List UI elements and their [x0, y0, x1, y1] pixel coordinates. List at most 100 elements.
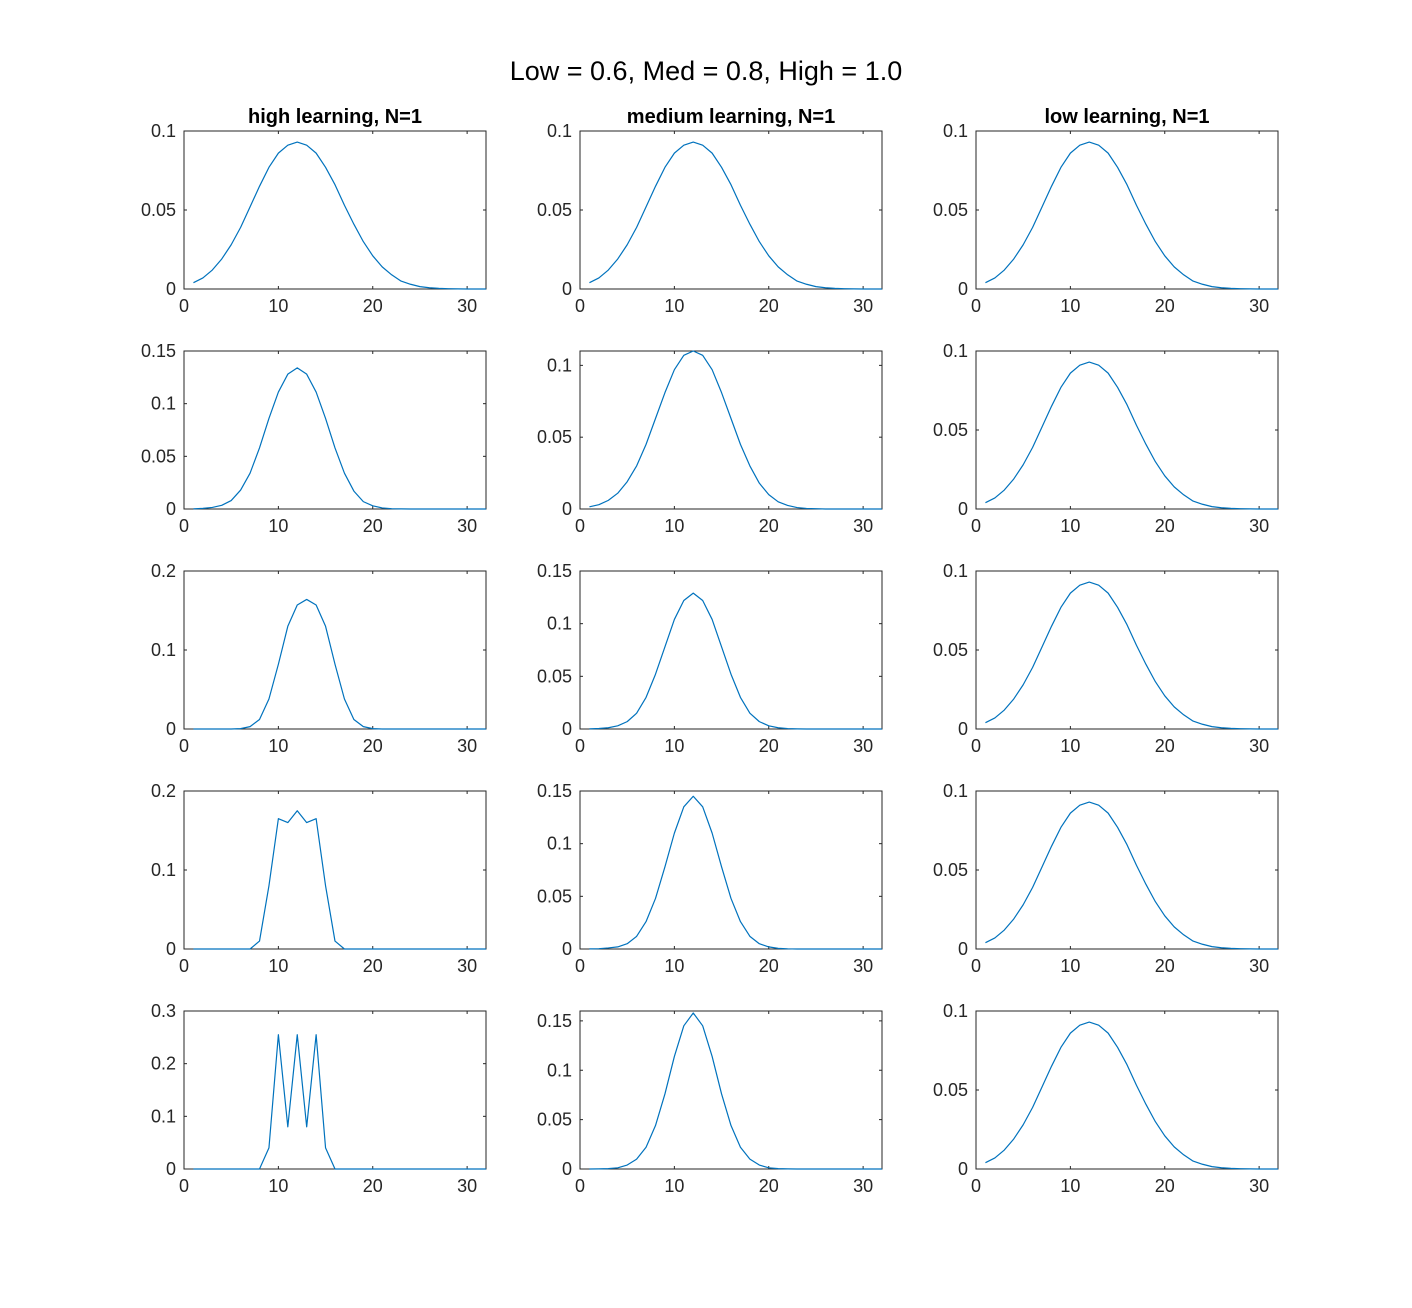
panel-r1-c2-title: medium learning, N=1: [627, 106, 835, 128]
panel-r1-c3-series-line: [985, 141, 1278, 290]
panel-r2-c2-xtick-label: 10: [664, 516, 684, 536]
panel-r3-c2-ytick-label: 0.15: [537, 561, 572, 581]
panel-r2-c2-ytick-label: 0: [562, 499, 572, 519]
panel-r1-c2-ytick-label: 0.05: [537, 200, 572, 220]
panel-r3-c2-xtick-label: 20: [759, 736, 779, 756]
panel-r4-c1-xtick-label: 0: [179, 956, 189, 976]
panel-r1-c3-xtick-label: 10: [1060, 296, 1080, 316]
panel-r5-c3-xtick-label: 10: [1060, 1176, 1080, 1196]
panel-r1-c3-title: low learning, N=1: [1044, 106, 1209, 128]
panel-r2-c3-xtick-label: 0: [971, 516, 981, 536]
panel-r3-c1-series-line: [193, 598, 486, 730]
panel-r4-c2-xtick-label: 10: [664, 956, 684, 976]
panel-r5-c1-ytick-label: 0.2: [151, 1054, 176, 1074]
panel-r4-c2-series-line: [589, 795, 882, 950]
panel-r2-c1-ytick-label: 0: [166, 499, 176, 519]
panel-r1-c2-ytick-label: 0.1: [547, 121, 572, 141]
panel-r1-c1-xtick-label: 30: [457, 296, 477, 316]
panel-r5-c2-axes: [579, 1010, 883, 1170]
panel-r4-c2-xtick-label: 0: [575, 956, 585, 976]
panel-r4-c1-xtick-label: 10: [268, 956, 288, 976]
panel-r3-c1-xtick-label: 30: [457, 736, 477, 756]
panel-r5-c3-xtick-label: 20: [1155, 1176, 1175, 1196]
panel-r5-c2-series-line: [589, 1012, 882, 1170]
panel-r2-c2-axes: [579, 350, 883, 510]
panel-r2-c1-axes: [183, 350, 487, 510]
panel-r5-c2-xtick-label: 10: [664, 1176, 684, 1196]
panel-r4-c3-axes: [975, 790, 1279, 950]
panel-r3-c1: 0 10 20 30 0 0.1 0.2: [151, 561, 487, 756]
panel-r3-c2: 0 10 20 30 0 0.05 0.1 0.15: [537, 561, 883, 756]
panel-r3-c3-xtick-label: 30: [1249, 736, 1269, 756]
panel-r4-c1-ytick-label: 0.1: [151, 860, 176, 880]
panel-r1-c3-ytick-label: 0.05: [933, 200, 968, 220]
panel-r3-c2-xtick-label: 30: [853, 736, 873, 756]
panel-r1-c1: high learning, N=1 0 10 20 30 0 0.05 0.1: [141, 106, 487, 316]
panel-r1-c3-xtick-label: 0: [971, 296, 981, 316]
panel-r2-c3-ytick-label: 0.05: [933, 420, 968, 440]
panel-r1-c1-series-line: [193, 141, 486, 290]
panel-r5-c3-ytick-label: 0: [958, 1159, 968, 1179]
panel-r4-c2: 0 10 20 30 0 0.05 0.1 0.15: [537, 781, 883, 976]
figure-suptitle: Low = 0.6, Med = 0.8, High = 1.0: [510, 56, 903, 86]
panel-r3-c2-xtick-label: 10: [664, 736, 684, 756]
panel-r3-c1-axes: [183, 570, 487, 730]
panel-r1-c3-axes: [975, 130, 1279, 290]
panel-r5-c3-series-line: [985, 1021, 1278, 1170]
panel-r1-c1-xtick-label: 10: [268, 296, 288, 316]
panel-r1-c3-ytick-label: 0.1: [943, 121, 968, 141]
panel-r2-c1-xtick-label: 20: [363, 516, 383, 536]
panel-r1-c3-xtick-label: 20: [1155, 296, 1175, 316]
panel-r2-c2-xtick-label: 0: [575, 516, 585, 536]
panel-r1-c1-title: high learning, N=1: [248, 106, 422, 128]
panel-r1-c2-series-line: [589, 141, 882, 290]
panel-r4-c2-ytick-label: 0: [562, 939, 572, 959]
panel-r2-c2-ytick-label: 0.05: [537, 427, 572, 447]
panel-r5-c1-axes: [183, 1010, 487, 1170]
panel-r2-c2: 0 10 20 30 0 0.05 0.1: [537, 350, 883, 536]
panel-r5-c1-xtick-label: 30: [457, 1176, 477, 1196]
panel-r2-c3-xtick-label: 20: [1155, 516, 1175, 536]
panel-r4-c1-axes: [183, 790, 487, 950]
panel-r3-c2-series-line: [589, 592, 882, 730]
panel-r4-c3-xtick-label: 0: [971, 956, 981, 976]
panel-r5-c3-ytick-label: 0.05: [933, 1080, 968, 1100]
panel-r1-c2-xtick-label: 20: [759, 296, 779, 316]
panel-r4-c2-ytick-label: 0.15: [537, 781, 572, 801]
panel-r1-c2-xtick-label: 10: [664, 296, 684, 316]
panel-r3-c3-xtick-label: 20: [1155, 736, 1175, 756]
panel-r3-c2-xtick-label: 0: [575, 736, 585, 756]
panel-r2-c1-series-line: [193, 367, 486, 510]
panel-r5-c3: 0 10 20 30 0 0.05 0.1: [933, 1001, 1279, 1196]
panel-r3-c3-ytick-label: 0.05: [933, 640, 968, 660]
panel-r3-c3-ytick-label: 0.1: [943, 561, 968, 581]
panel-r5-c1-xtick-label: 20: [363, 1176, 383, 1196]
panel-r5-c3-axes: [975, 1010, 1279, 1170]
panel-r1-c1-ytick-label: 0.05: [141, 200, 176, 220]
panel-r2-c1-xtick-label: 10: [268, 516, 288, 536]
panel-r3-c1-xtick-label: 20: [363, 736, 383, 756]
panel-r3-c1-xtick-label: 0: [179, 736, 189, 756]
panel-r5-c2-xtick-label: 30: [853, 1176, 873, 1196]
panel-r5-c3-xtick-label: 0: [971, 1176, 981, 1196]
panel-r5-c2-ytick-label: 0.05: [537, 1110, 572, 1130]
panel-r2-c1-xtick-label: 30: [457, 516, 477, 536]
panel-r4-c2-xtick-label: 20: [759, 956, 779, 976]
panel-r2-c1: 0 10 20 30 0 0.05 0.1 0.15: [141, 341, 487, 536]
panel-r2-c2-xtick-label: 30: [853, 516, 873, 536]
panel-r4-c3-xtick-label: 30: [1249, 956, 1269, 976]
panel-r4-c3-xtick-label: 10: [1060, 956, 1080, 976]
panel-r3-c1-ytick-label: 0.2: [151, 561, 176, 581]
panel-r4-c1-xtick-label: 30: [457, 956, 477, 976]
panel-r1-c2-xtick-label: 0: [575, 296, 585, 316]
panel-r3-c2-axes: [579, 570, 883, 730]
panel-r1-c2-axes: [579, 130, 883, 290]
panel-r1-c1-axes: [183, 130, 487, 290]
panel-r4-c3-ytick-label: 0: [958, 939, 968, 959]
panel-r4-c3-series-line: [985, 801, 1278, 950]
panel-r2-c2-ytick-label: 0.1: [547, 355, 572, 375]
panel-r3-c2-ytick-label: 0: [562, 719, 572, 739]
panel-r1-c1-ytick-label: 0: [166, 279, 176, 299]
panel-r5-c1-xtick-label: 10: [268, 1176, 288, 1196]
